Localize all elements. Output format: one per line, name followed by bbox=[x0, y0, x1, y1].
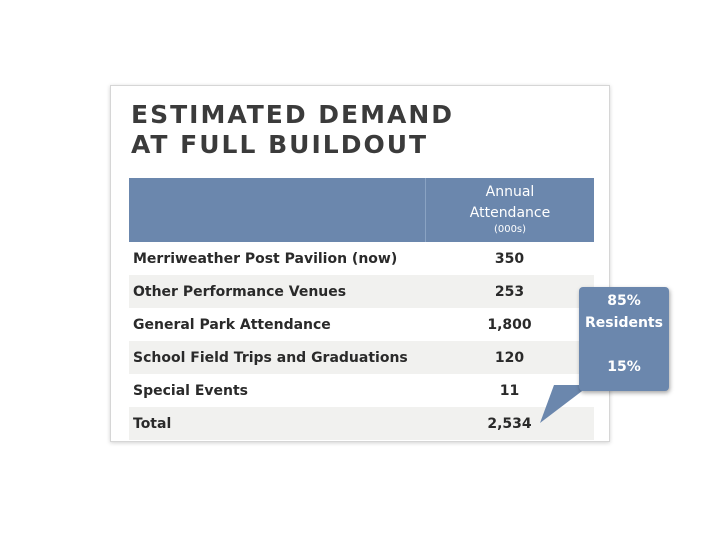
header-line-1: Annual bbox=[485, 184, 535, 200]
row-value: 120 bbox=[494, 349, 525, 366]
callout-line-3: 15% bbox=[607, 359, 641, 375]
table-row: Merriweather Post Pavilion (now) 350 bbox=[129, 242, 594, 275]
row-label: Other Performance Venues bbox=[133, 283, 347, 300]
header-attendance: Annual Attendance (000s) bbox=[426, 178, 594, 242]
header-line-2: Attendance bbox=[469, 205, 551, 221]
row-value: 11 bbox=[499, 382, 520, 399]
header-unit: (000s) bbox=[493, 224, 527, 235]
table-row: Other Performance Venues 253 bbox=[129, 275, 594, 308]
title-line-1: ESTIMATED DEMAND bbox=[131, 100, 455, 129]
row-label: Total bbox=[133, 415, 172, 432]
attendance-table: Annual Attendance (000s) Merriweather Po… bbox=[129, 178, 594, 440]
callout-line-1: 85% bbox=[607, 293, 641, 309]
row-value: 2,534 bbox=[487, 415, 532, 432]
callout-pointer bbox=[540, 385, 590, 423]
slide-title: ESTIMATED DEMAND AT FULL BUILDOUT bbox=[131, 100, 454, 160]
callout-line-2: Residents bbox=[585, 315, 663, 331]
table-row: Special Events 11 bbox=[129, 374, 594, 407]
header-blank-cell bbox=[129, 178, 426, 242]
title-line-2: AT FULL BUILDOUT bbox=[131, 130, 429, 159]
row-label: Special Events bbox=[133, 382, 248, 399]
row-label: General Park Attendance bbox=[133, 316, 331, 333]
row-value: 1,800 bbox=[487, 316, 532, 333]
row-label: School Field Trips and Graduations bbox=[133, 349, 408, 366]
table-row: School Field Trips and Graduations 120 bbox=[129, 341, 594, 374]
table-header: Annual Attendance (000s) bbox=[129, 178, 594, 242]
row-value: 253 bbox=[494, 283, 525, 300]
table-row-total: Total 2,534 bbox=[129, 407, 594, 440]
table-row: General Park Attendance 1,800 bbox=[129, 308, 594, 341]
callout-spacer bbox=[579, 334, 669, 356]
row-value: 350 bbox=[494, 250, 525, 267]
demand-card: ESTIMATED DEMAND AT FULL BUILDOUT Annual… bbox=[110, 85, 610, 442]
row-label: Merriweather Post Pavilion (now) bbox=[133, 250, 398, 267]
residents-callout: 85% Residents 15% bbox=[579, 287, 669, 391]
